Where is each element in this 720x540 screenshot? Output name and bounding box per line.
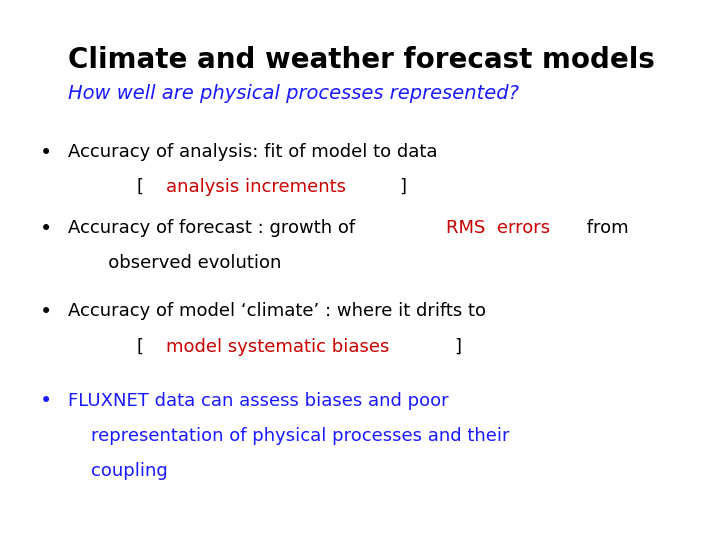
Text: •: • xyxy=(40,143,52,163)
Text: from: from xyxy=(580,219,629,237)
Text: ]: ] xyxy=(399,178,406,196)
Text: •: • xyxy=(40,392,52,411)
Text: Accuracy of forecast : growth of: Accuracy of forecast : growth of xyxy=(68,219,361,237)
Text: representation of physical processes and their: representation of physical processes and… xyxy=(68,427,510,444)
Text: coupling: coupling xyxy=(68,462,168,480)
Text: How well are physical processes represented?: How well are physical processes represen… xyxy=(68,84,519,103)
Text: Accuracy of model ‘climate’ : where it drifts to: Accuracy of model ‘climate’ : where it d… xyxy=(68,302,487,320)
Text: [: [ xyxy=(68,178,145,196)
Text: •: • xyxy=(40,302,52,322)
Text: FLUXNET data can assess biases and poor: FLUXNET data can assess biases and poor xyxy=(68,392,449,409)
Text: Climate and weather forecast models: Climate and weather forecast models xyxy=(68,46,655,74)
Text: ]: ] xyxy=(455,338,462,355)
Text: Accuracy of analysis: fit of model to data: Accuracy of analysis: fit of model to da… xyxy=(68,143,438,161)
Text: [: [ xyxy=(68,338,145,355)
Text: analysis increments: analysis increments xyxy=(166,178,346,196)
Text: model systematic biases: model systematic biases xyxy=(166,338,390,355)
Text: observed evolution: observed evolution xyxy=(68,254,282,272)
Text: •: • xyxy=(40,219,52,239)
Text: RMS  errors: RMS errors xyxy=(446,219,550,237)
